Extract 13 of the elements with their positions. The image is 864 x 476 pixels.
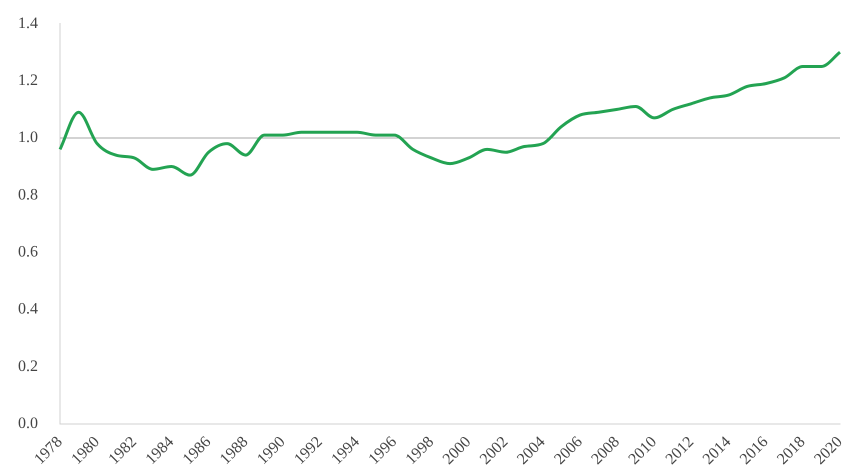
- x-tick-label: 1982: [105, 433, 140, 468]
- x-tick-label: 1992: [291, 433, 326, 468]
- y-tick-label: 1.4: [18, 14, 38, 32]
- y-tick-label: 0.6: [18, 243, 38, 260]
- line-series: [58, 50, 842, 177]
- y-tick-label: 1.2: [18, 72, 38, 89]
- y-tick-label: 0.4: [18, 300, 38, 318]
- x-tick-label: 1980: [68, 433, 103, 468]
- y-tick-label: 1.0: [18, 129, 38, 146]
- y-tick-label: 0.2: [18, 358, 38, 375]
- y-tick-label: 0.0: [18, 415, 38, 432]
- x-tick-label: 1990: [254, 433, 289, 468]
- y-tick-label: 0.8: [18, 186, 38, 204]
